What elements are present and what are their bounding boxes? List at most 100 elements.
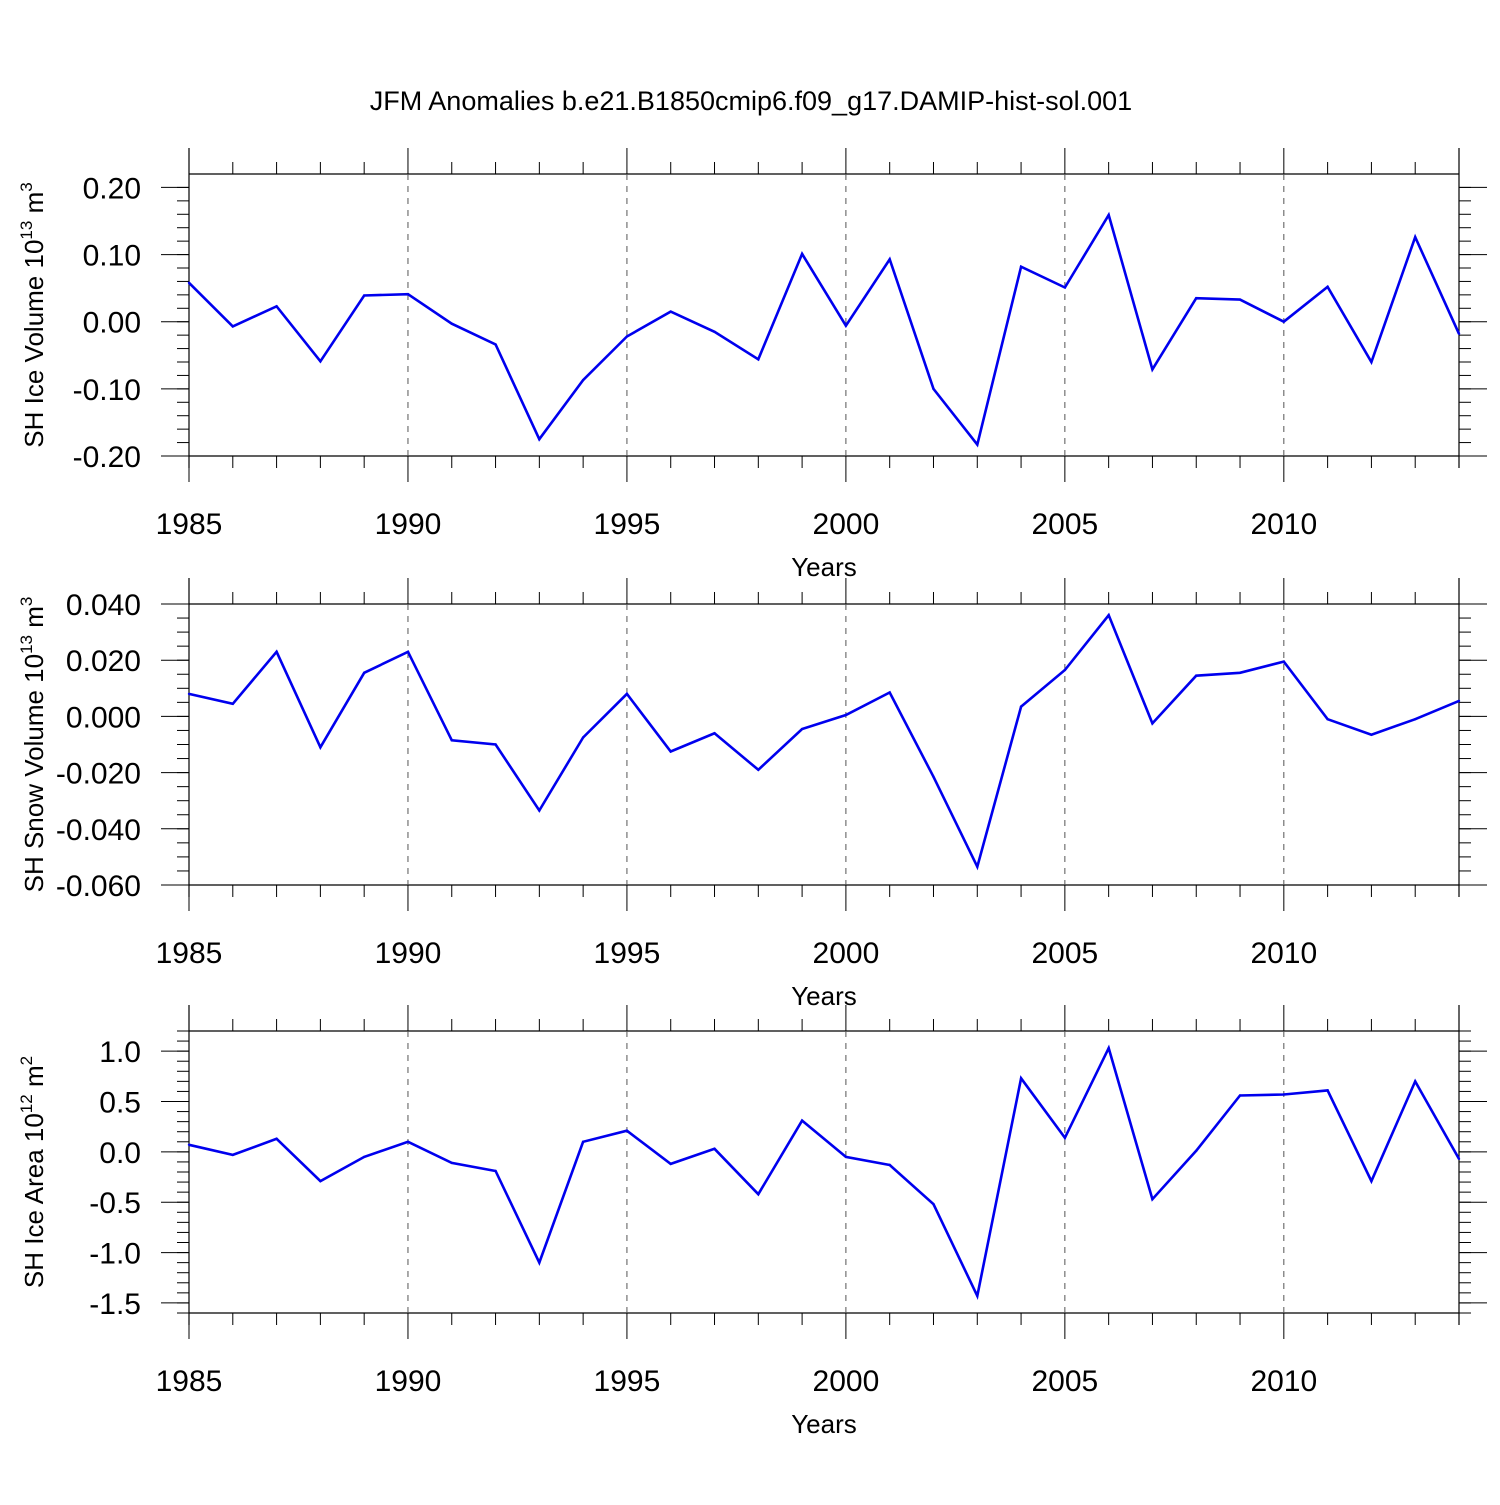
figure-title: JFM Anomalies b.e21.B1850cmip6.f09_g17.D… bbox=[370, 86, 1132, 116]
data-point-2012 bbox=[1370, 1179, 1373, 1183]
data-point-2011 bbox=[1326, 1089, 1329, 1092]
data-point-1995 bbox=[625, 1129, 629, 1132]
data-point-2007 bbox=[1151, 368, 1154, 371]
y-tick-label: -0.10 bbox=[73, 374, 141, 407]
y-tick-label: 0.0 bbox=[99, 1137, 141, 1170]
data-point-1996 bbox=[669, 750, 672, 753]
data-point-1993 bbox=[538, 438, 541, 441]
x-tick-label: 1990 bbox=[375, 508, 442, 541]
data-point-1988 bbox=[319, 1179, 322, 1183]
data-point-1992 bbox=[494, 743, 497, 746]
data-point-1998 bbox=[757, 1192, 760, 1196]
data-point-1989 bbox=[362, 671, 366, 675]
x-tick-label: 2005 bbox=[1031, 1365, 1098, 1398]
data-point-2001 bbox=[888, 258, 891, 261]
data-point-2006 bbox=[1107, 213, 1110, 217]
x-tick-label: 2005 bbox=[1031, 508, 1098, 541]
data-point-1990 bbox=[406, 292, 410, 296]
y-tick-label: -1.5 bbox=[89, 1288, 141, 1321]
data-point-1985 bbox=[187, 281, 191, 284]
data-point-1998 bbox=[757, 358, 760, 361]
x-tick-label: 1995 bbox=[594, 937, 661, 970]
data-point-1999 bbox=[800, 1119, 804, 1122]
data-point-1989 bbox=[362, 1155, 366, 1159]
data-point-1996 bbox=[669, 310, 672, 313]
y-tick-label: 0.040 bbox=[66, 589, 141, 622]
data-point-1994 bbox=[581, 378, 585, 382]
data-point-2003 bbox=[976, 865, 979, 868]
y-axis-title: SH Snow Volume 1013 m3 bbox=[17, 597, 49, 893]
x-tick-label: 1995 bbox=[594, 508, 661, 541]
x-tick-label: 2010 bbox=[1250, 508, 1317, 541]
data-point-2009 bbox=[1238, 298, 1242, 301]
y-tick-label: 1.0 bbox=[99, 1036, 141, 1069]
y-tick-label: -1.0 bbox=[89, 1238, 141, 1271]
data-point-2011 bbox=[1326, 285, 1329, 288]
x-tick-label: 1985 bbox=[156, 937, 223, 970]
data-point-1994 bbox=[581, 736, 585, 739]
x-tick-label: 2000 bbox=[813, 508, 880, 541]
data-point-2002 bbox=[932, 775, 935, 779]
series-line-ice-volume bbox=[188, 211, 1461, 448]
series-line-ice-area bbox=[188, 1044, 1461, 1300]
x-tick-label: 2005 bbox=[1031, 937, 1098, 970]
x-axis-title: Years bbox=[791, 981, 857, 1011]
data-point-2005 bbox=[1063, 286, 1067, 289]
data-point-2000 bbox=[844, 713, 848, 717]
data-point-1997 bbox=[713, 732, 716, 735]
x-tick-label: 2000 bbox=[813, 1365, 880, 1398]
data-point-2009 bbox=[1238, 671, 1242, 675]
data-point-1998 bbox=[757, 768, 760, 771]
data-point-1986 bbox=[231, 325, 234, 328]
data-point-2013 bbox=[1414, 718, 1417, 721]
y-tick-label: -0.040 bbox=[56, 814, 141, 847]
data-point-2010 bbox=[1282, 1093, 1286, 1096]
data-point-2014 bbox=[1457, 699, 1461, 703]
data-point-2013 bbox=[1414, 235, 1417, 239]
x-tick-label: 2010 bbox=[1250, 1365, 1317, 1398]
y-tick-label: 0.020 bbox=[66, 645, 141, 678]
data-point-2004 bbox=[1019, 265, 1023, 268]
data-point-2012 bbox=[1370, 360, 1373, 364]
data-point-2007 bbox=[1151, 1197, 1154, 1201]
data-point-2006 bbox=[1107, 614, 1110, 617]
panel-ice-volume: 1985 1990 1995 2000 2005 2010 -0.20 -0.10 0.00 0.… bbox=[17, 148, 1487, 582]
data-point-2001 bbox=[888, 1163, 891, 1167]
data-point-2002 bbox=[932, 1203, 935, 1206]
data-point-1995 bbox=[625, 692, 629, 696]
data-point-2005 bbox=[1063, 1136, 1067, 1139]
data-point-1999 bbox=[800, 727, 804, 731]
data-point-1985 bbox=[187, 692, 191, 696]
y-tick-label: 0.10 bbox=[83, 240, 141, 273]
x-axis-title: Years bbox=[791, 552, 857, 582]
data-point-1990 bbox=[406, 650, 410, 653]
data-point-2004 bbox=[1019, 705, 1023, 708]
y-tick-label: 0.20 bbox=[83, 172, 141, 205]
data-point-2003 bbox=[976, 443, 979, 446]
x-tick-label: 1985 bbox=[156, 1365, 223, 1398]
data-point-1991 bbox=[450, 1161, 453, 1165]
data-point-1988 bbox=[319, 360, 322, 363]
data-point-1994 bbox=[581, 1140, 585, 1143]
data-point-2007 bbox=[1151, 722, 1154, 725]
x-tick-label: 1985 bbox=[156, 508, 223, 541]
data-point-1993 bbox=[538, 809, 541, 812]
data-point-2014 bbox=[1457, 332, 1461, 335]
data-point-2009 bbox=[1238, 1094, 1242, 1097]
data-point-1987 bbox=[275, 650, 278, 653]
data-point-2008 bbox=[1195, 674, 1198, 677]
data-point-1985 bbox=[187, 1143, 191, 1147]
panel-ice-area: 1985 1990 1995 2000 2005 2010 -1.5 -1.0 -0.5 0.0 0… bbox=[17, 1005, 1487, 1439]
series-line-snow-volume bbox=[188, 612, 1460, 871]
data-point-1987 bbox=[275, 1137, 278, 1140]
x-tick-label: 2010 bbox=[1250, 937, 1317, 970]
data-point-2010 bbox=[1282, 660, 1286, 663]
data-point-2002 bbox=[932, 387, 935, 391]
data-point-1997 bbox=[713, 330, 716, 333]
x-axis-title: Years bbox=[791, 1409, 857, 1439]
data-point-2008 bbox=[1195, 1149, 1198, 1153]
data-point-2006 bbox=[1107, 1046, 1110, 1050]
x-tick-label: 1995 bbox=[594, 1365, 661, 1398]
data-point-2012 bbox=[1370, 733, 1373, 736]
